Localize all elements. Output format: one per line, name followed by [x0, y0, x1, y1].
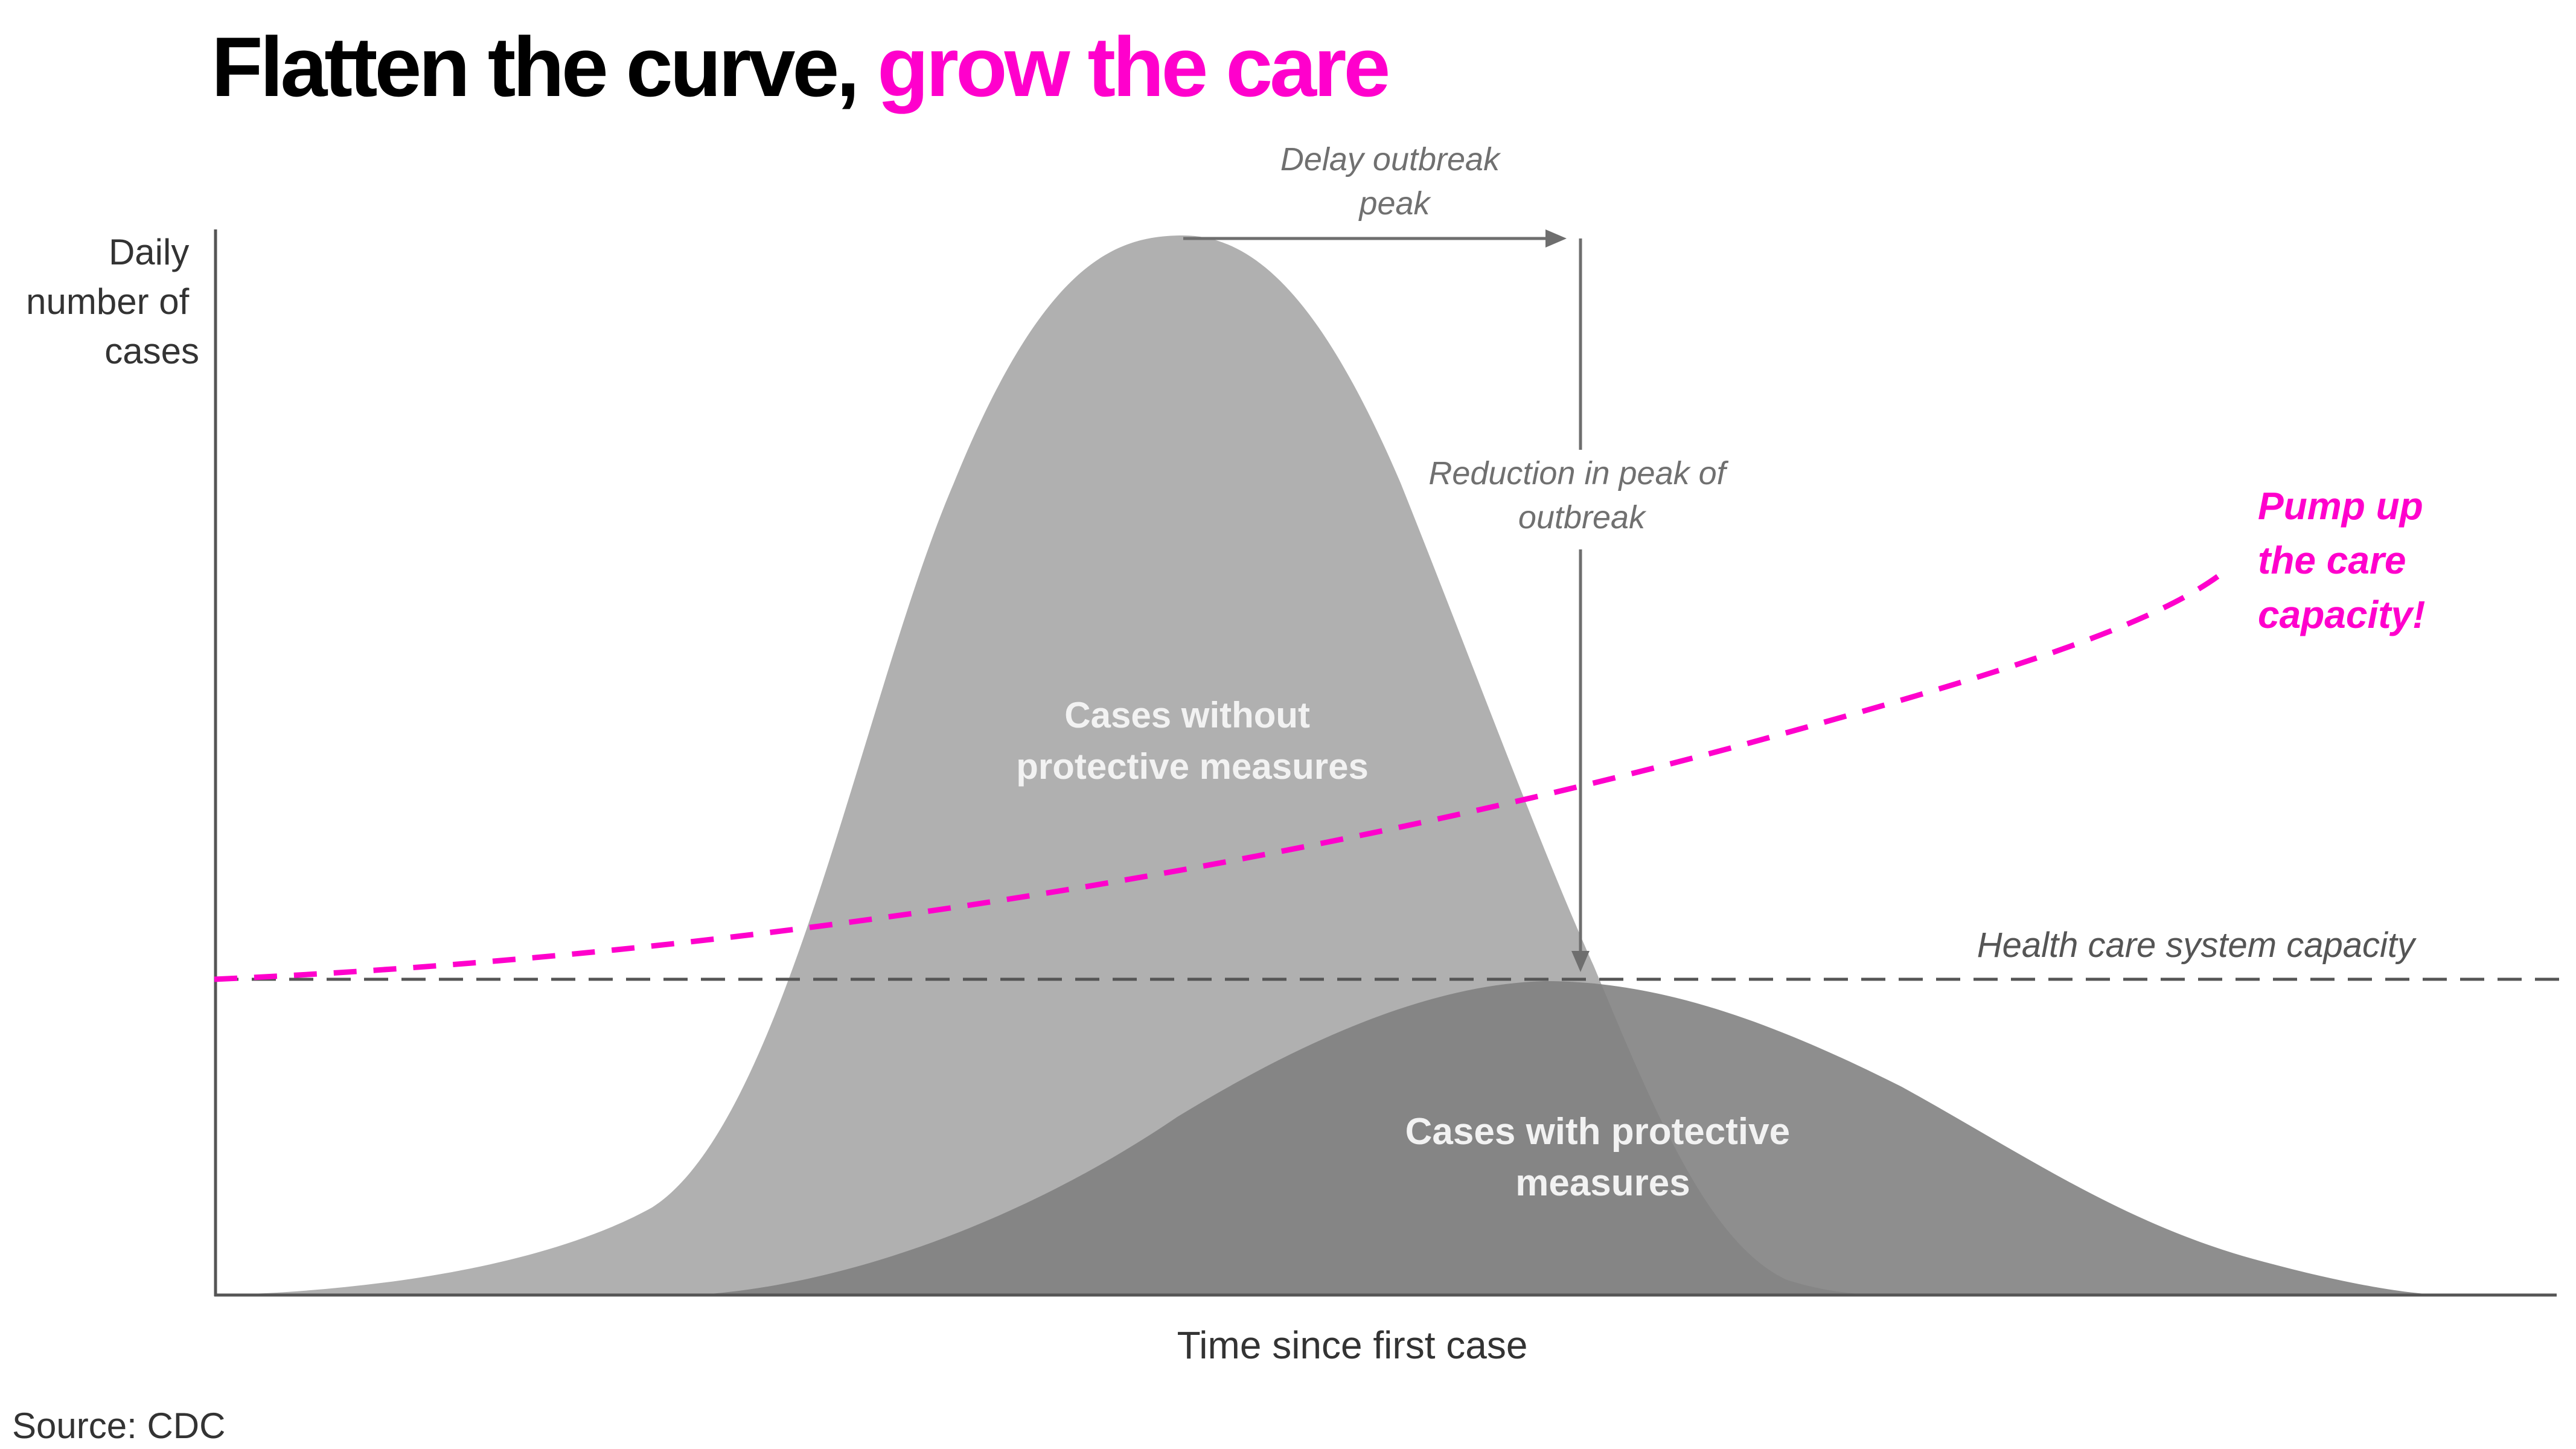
x-axis-label: Time since first case [1177, 1323, 1528, 1367]
reduction-label: Reduction in peak of outbreak [1428, 455, 1734, 536]
curve-with-measures [694, 981, 2451, 1295]
label-without-measures: Cases without protective measures [1016, 695, 1369, 787]
delay-arrowhead [1545, 229, 1567, 248]
title-accent: grow the care [877, 19, 1390, 114]
pump-up-label: Pump up the care capacity! [2258, 484, 2434, 636]
pump-up-capacity-curve [214, 571, 2223, 982]
y-axis-label: Daily number of cases [26, 232, 199, 371]
capacity-label: Health care system capacity [1977, 926, 2417, 965]
page-title: Flatten the curve, grow the care [211, 18, 1390, 116]
reduction-arrowhead [1571, 951, 1590, 972]
title-main: Flatten the curve, [211, 19, 860, 114]
label-with-measures: Cases with protective measures [1405, 1111, 1801, 1204]
delay-label: Delay outbreak peak [1280, 141, 1509, 222]
source-note: Source: CDC [12, 1406, 225, 1446]
